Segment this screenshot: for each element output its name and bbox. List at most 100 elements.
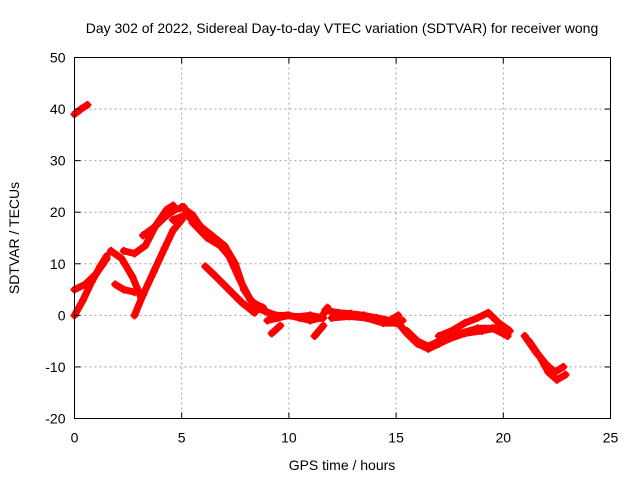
y-tick-label: 40: [50, 101, 66, 117]
y-tick-label: 50: [50, 50, 66, 66]
data-point: [102, 254, 111, 263]
data-point: [81, 280, 90, 289]
data-point: [424, 342, 433, 351]
data-point: [201, 262, 210, 271]
series-trace-4: [107, 247, 145, 301]
data-point: [212, 272, 221, 281]
data-point: [91, 270, 100, 279]
data-point: [139, 290, 148, 299]
data-point: [317, 313, 326, 322]
data-point: [141, 241, 150, 250]
y-tick-label: 30: [50, 153, 66, 169]
data-point: [246, 295, 255, 304]
plot-frame: [74, 57, 611, 419]
data-point: [216, 241, 225, 250]
data-point: [520, 331, 529, 340]
data-point: [473, 313, 482, 322]
data-point: [327, 313, 336, 322]
data-point: [203, 234, 212, 242]
data-point: [413, 337, 422, 346]
series-trace-5: [111, 280, 138, 296]
data-point: [319, 321, 328, 330]
series-trace-16: [311, 322, 327, 340]
data-point: [274, 313, 283, 322]
x-tick-label: 5: [178, 430, 186, 446]
data-point: [321, 306, 330, 315]
data-point: [295, 313, 304, 322]
data-point: [263, 316, 272, 325]
data-point: [488, 324, 497, 333]
y-tick-label: 0: [58, 307, 66, 323]
series-trace-3: [71, 255, 111, 294]
data-point: [130, 311, 139, 320]
y-axis-label: SDTVAR / TECUs: [6, 182, 22, 294]
data-point: [160, 213, 169, 222]
y-tick-label: 20: [50, 204, 66, 220]
data-point: [128, 272, 137, 281]
data-point: [224, 252, 233, 261]
grid: [74, 57, 611, 419]
data-point: [235, 275, 244, 284]
data-point: [362, 313, 371, 322]
axis-ticks: 0 5 10 15 20 25 -20 -10 0 10 20 30 40 50: [45, 50, 618, 446]
y-tick-label: -10: [45, 359, 65, 375]
data-point: [224, 285, 233, 294]
data-point: [267, 329, 276, 338]
data-point: [119, 246, 128, 255]
y-tick-label: -20: [45, 411, 65, 427]
data-point: [169, 226, 178, 235]
x-tick-label: 10: [281, 430, 297, 446]
data-point: [149, 267, 158, 276]
data-series: [70, 100, 570, 384]
data-point: [188, 210, 197, 219]
data-point: [379, 319, 388, 328]
series-trace-11: [188, 219, 224, 250]
data-point: [139, 231, 148, 240]
data-point: [79, 295, 88, 304]
data-point: [284, 311, 293, 320]
data-point: [106, 246, 115, 255]
series-trace-15: [268, 322, 284, 337]
y-tick-label: 10: [50, 256, 66, 272]
data-point: [160, 244, 169, 253]
data-point: [525, 337, 534, 346]
data-point: [535, 352, 544, 361]
data-point: [344, 312, 353, 321]
x-tick-label: 20: [496, 430, 512, 446]
data-point: [306, 316, 315, 325]
data-point: [443, 334, 452, 343]
data-point: [456, 329, 465, 338]
x-axis-label: GPS time / hours: [289, 457, 396, 473]
series-trace-6: [131, 216, 186, 319]
x-tick-label: 0: [71, 430, 79, 446]
data-point: [177, 203, 186, 212]
chart-title: Day 302 of 2022, Sidereal Day-to-day VTE…: [86, 20, 599, 36]
data-point: [117, 254, 126, 263]
data-point: [503, 331, 512, 340]
data-point: [149, 223, 158, 232]
data-point: [276, 321, 285, 330]
data-point: [237, 298, 246, 307]
data-point: [111, 280, 120, 289]
series-trace-20: [403, 327, 443, 350]
data-point: [250, 303, 259, 312]
data-point: [119, 285, 128, 294]
data-point: [460, 319, 469, 328]
data-point: [484, 308, 493, 317]
data-point: [392, 316, 401, 325]
data-point: [552, 375, 561, 384]
data-point: [169, 215, 178, 224]
data-point: [261, 307, 270, 316]
data-point: [130, 249, 139, 258]
data-point: [171, 205, 180, 214]
x-tick-label: 15: [388, 430, 404, 446]
data-point: [83, 100, 92, 109]
data-point: [434, 331, 443, 340]
data-point: [561, 370, 570, 379]
data-point: [473, 324, 482, 333]
data-point: [544, 368, 553, 377]
data-point: [559, 362, 568, 371]
x-tick-label: 25: [603, 430, 619, 446]
data-point: [130, 288, 139, 297]
data-point: [310, 331, 319, 340]
